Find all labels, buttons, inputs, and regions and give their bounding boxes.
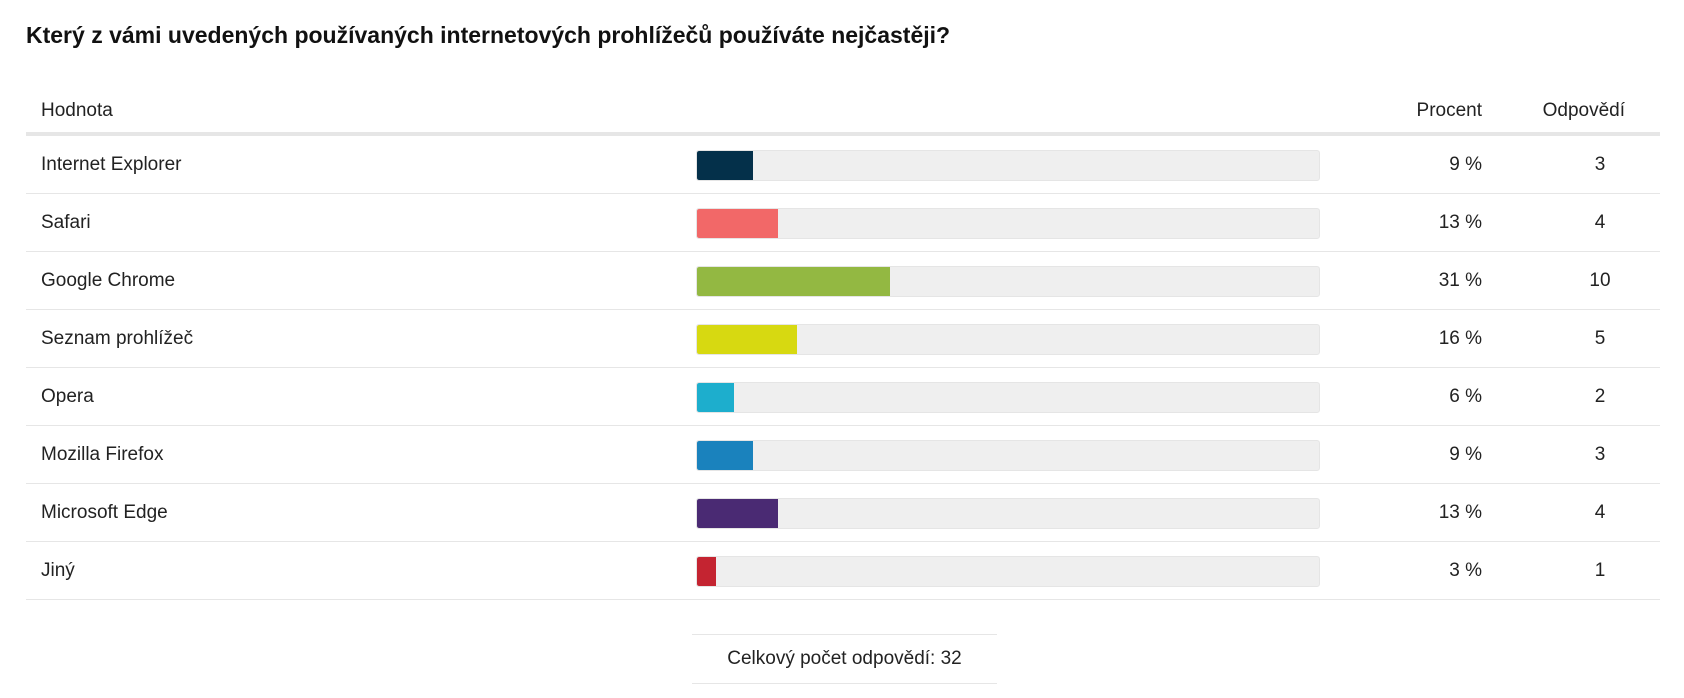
percent-label: 9 %: [1449, 154, 1482, 175]
row-label: Mozilla Firefox: [41, 444, 164, 465]
row-label: Microsoft Edge: [41, 502, 168, 523]
percent-label: 31 %: [1438, 270, 1482, 291]
total-responses: Celkový počet odpovědí: 32: [692, 634, 997, 684]
table-row: Google Chrome 31 % 10: [26, 252, 1660, 310]
row-label: Opera: [41, 386, 94, 407]
count-label: 10: [1589, 270, 1611, 291]
bar-track: [696, 208, 1320, 239]
table-header: Hodnota Procent Odpovědí: [26, 80, 1660, 136]
percent-label: 9 %: [1449, 444, 1482, 465]
bar-track: [696, 324, 1320, 355]
row-label: Safari: [41, 212, 91, 233]
count-label: 4: [1594, 502, 1606, 523]
table-row: Safari 13 % 4: [26, 194, 1660, 252]
bar-track: [696, 382, 1320, 413]
bar: [697, 441, 753, 470]
question-title: Který z vámi uvedených používaných inter…: [26, 22, 951, 48]
table-row: Internet Explorer 9 % 3: [26, 136, 1660, 194]
header-value: Hodnota: [41, 100, 113, 121]
table-body: Internet Explorer 9 % 3 Safari 13 % 4 Google C…: [26, 136, 1660, 600]
bar-track: [696, 556, 1320, 587]
table-row: Microsoft Edge 13 % 4: [26, 484, 1660, 542]
percent-label: 13 %: [1438, 212, 1482, 233]
bar: [697, 499, 778, 528]
count-label: 4: [1594, 212, 1606, 233]
row-label: Jiný: [41, 560, 75, 581]
bar-track: [696, 440, 1320, 471]
bar: [697, 267, 890, 296]
bar-track: [696, 266, 1320, 297]
count-label: 1: [1594, 560, 1606, 581]
bar: [697, 383, 735, 412]
count-label: 2: [1594, 386, 1606, 407]
results-table: Hodnota Procent Odpovědí Internet Explor…: [26, 80, 1660, 600]
row-label: Internet Explorer: [41, 154, 182, 175]
table-row: Jiný 3 % 1: [26, 542, 1660, 600]
row-label: Seznam prohlížeč: [41, 328, 194, 349]
count-label: 5: [1594, 328, 1606, 349]
table-row: Seznam prohlížeč 16 % 5: [26, 310, 1660, 368]
total-value: 32: [940, 648, 962, 669]
bar: [697, 325, 797, 354]
table-row: Mozilla Firefox 9 % 3: [26, 426, 1660, 484]
total-label: Celkový počet odpovědí:: [727, 648, 936, 669]
bar: [697, 209, 778, 238]
bar-track: [696, 498, 1320, 529]
bar: [697, 151, 753, 180]
row-label: Google Chrome: [41, 270, 176, 291]
header-percent: Procent: [1416, 100, 1482, 121]
percent-label: 13 %: [1438, 502, 1482, 523]
percent-label: 16 %: [1438, 328, 1482, 349]
header-count: Odpovědí: [1542, 100, 1625, 121]
count-label: 3: [1594, 444, 1606, 465]
bar-track: [696, 150, 1320, 181]
count-label: 3: [1594, 154, 1606, 175]
table-row: Opera 6 % 2: [26, 368, 1660, 426]
bar: [697, 557, 716, 586]
percent-label: 6 %: [1449, 386, 1482, 407]
percent-label: 3 %: [1449, 560, 1482, 581]
